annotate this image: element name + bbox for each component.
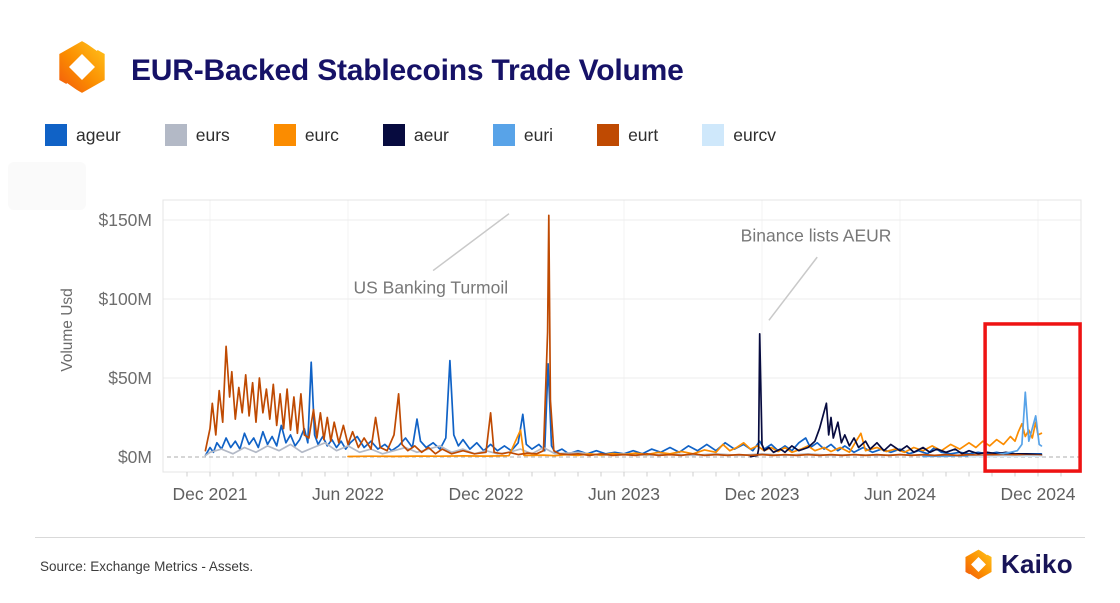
kaiko-brand: Kaiko: [963, 549, 1073, 580]
series-line-eurcv: [968, 455, 1043, 458]
footer-divider: [35, 537, 1085, 538]
annotation-text: Binance lists AEUR: [740, 225, 892, 246]
legend-label: ageur: [76, 124, 121, 145]
x-tick-label: Jun 2023: [587, 484, 660, 504]
legend-swatch-icon: [273, 124, 296, 146]
source-caption: Source: Exchange Metrics - Assets.: [40, 559, 254, 574]
y-tick-label: $50M: [108, 368, 152, 388]
legend-label: eurs: [195, 124, 230, 145]
x-tick-label: Jun 2022: [311, 484, 384, 504]
x-tick-label: Dec 2021: [172, 484, 248, 504]
series-line-aeur: [749, 332, 1043, 458]
series-line-eurc: [347, 421, 1043, 458]
legend-swatch-icon: [702, 124, 725, 146]
legend-item-euri: euri: [492, 124, 554, 146]
chart-legend: ageur eurs eurc aeur euri eurt eurcv: [45, 124, 776, 146]
kaiko-logo-icon: [59, 40, 105, 94]
legend-item-ageur: ageur: [45, 124, 121, 146]
annotation-leader-line: [768, 256, 818, 321]
legend-swatch-icon: [164, 124, 187, 146]
legend-label: eurt: [628, 124, 659, 145]
series-line-ageur: [204, 359, 1043, 457]
kaiko-logo-icon: [965, 549, 992, 580]
legend-item-eurc: eurc: [273, 124, 339, 146]
x-tick-label: Dec 2024: [1000, 484, 1076, 504]
annotation-text: US Banking Turmoil: [353, 277, 509, 298]
page-title: EUR-Backed Stablecoins Trade Volume: [131, 54, 684, 87]
series-line-eurt: [204, 214, 1043, 457]
legend-item-aeur: aeur: [382, 124, 449, 146]
legend-label: euri: [523, 124, 554, 145]
x-tick-label: Dec 2022: [448, 484, 524, 504]
series-line-euri: [922, 391, 1043, 458]
legend-item-eurt: eurt: [597, 124, 658, 146]
y-tick-label: $0M: [117, 447, 152, 467]
legend-swatch-icon: [492, 124, 515, 146]
y-tick-label: $100M: [98, 289, 152, 309]
kaiko-wordmark: Kaiko: [1001, 549, 1073, 579]
plot-border: [162, 199, 1082, 473]
legend-swatch-icon: [597, 124, 620, 146]
legend-label: eurc: [304, 124, 339, 145]
annotation-leader-line: [432, 213, 510, 272]
legend-swatch-icon: [382, 124, 405, 146]
legend-item-eurs: eurs: [164, 124, 230, 146]
x-tick-label: Jun 2024: [863, 484, 936, 504]
highlight-box: [983, 322, 1082, 473]
legend-item-eurcv: eurcv: [702, 124, 776, 146]
y-tick-label: $150M: [98, 210, 152, 230]
legend-swatch-icon: [45, 124, 67, 146]
legend-label: eurcv: [733, 124, 777, 145]
screenshot-artifact: [8, 162, 86, 210]
x-tick-label: Dec 2023: [724, 484, 800, 504]
legend-label: aeur: [413, 124, 449, 145]
